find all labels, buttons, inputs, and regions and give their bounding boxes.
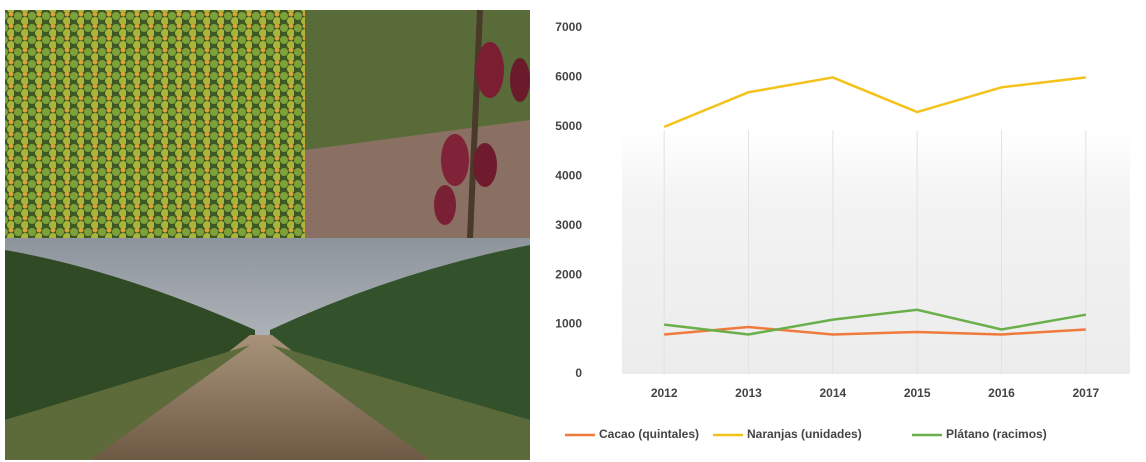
y-tick-label: 5000 <box>555 119 582 133</box>
y-tick-label: 7000 <box>555 20 582 34</box>
x-tick-label: 2014 <box>819 386 846 400</box>
x-tick-label: 2012 <box>651 386 678 400</box>
x-tick-label: 2016 <box>988 386 1015 400</box>
legend-label: Plátano (racimos) <box>946 427 1047 441</box>
y-tick-label: 4000 <box>555 168 582 182</box>
x-tick-label: 2015 <box>904 386 931 400</box>
y-tick-label: 2000 <box>555 267 582 281</box>
legend-label: Cacao (quintales) <box>599 427 699 441</box>
y-tick-label: 3000 <box>555 218 582 232</box>
series-line <box>664 308 1087 336</box>
y-tick-label: 1000 <box>555 317 582 331</box>
photo-collage <box>5 9 530 460</box>
series-line <box>663 76 1086 129</box>
series-line <box>664 325 1086 336</box>
y-tick-label: 0 <box>575 366 582 380</box>
x-tick-label: 2017 <box>1072 386 1099 400</box>
photo-oranges <box>5 10 305 238</box>
y-tick-label: 6000 <box>555 70 582 84</box>
plot-background <box>622 130 1130 374</box>
x-tick-label: 2013 <box>735 386 762 400</box>
chart: 0 1000 2000 3000 4000 5000 6000 7000 2012 2013 201… <box>555 20 1099 441</box>
legend-label: Naranjas (unidades) <box>747 427 862 441</box>
